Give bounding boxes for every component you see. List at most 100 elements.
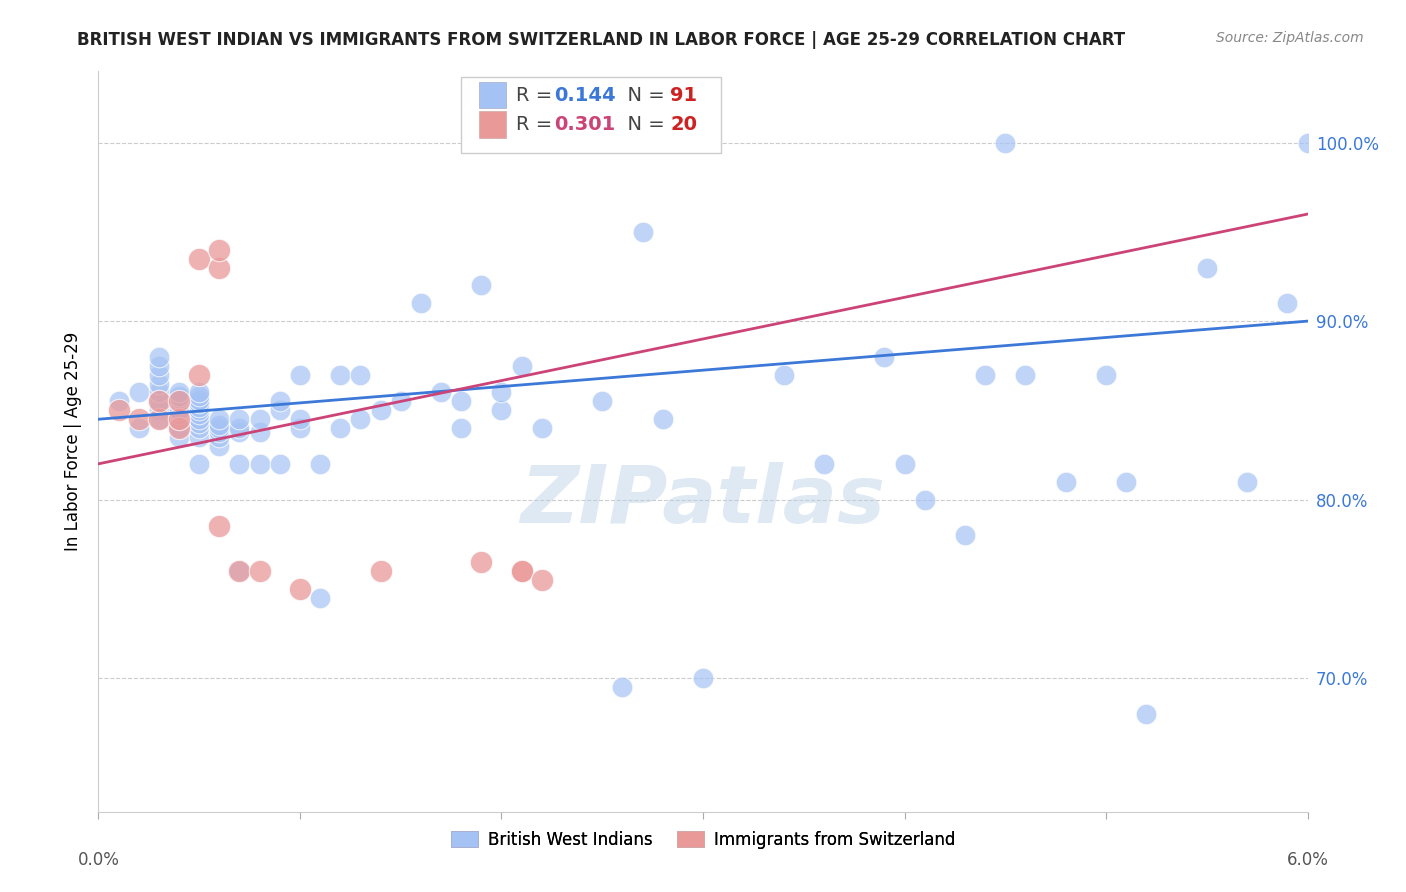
Point <box>228 564 250 578</box>
Point <box>188 457 211 471</box>
Point <box>148 359 170 373</box>
Point <box>329 421 352 435</box>
Point <box>470 278 492 293</box>
Point <box>612 680 634 694</box>
Point <box>249 425 271 439</box>
Point <box>893 457 915 471</box>
Point <box>309 591 332 605</box>
Point <box>167 412 190 426</box>
Text: 91: 91 <box>671 86 697 104</box>
Point <box>208 439 231 453</box>
Point <box>148 403 170 417</box>
Point <box>107 394 129 409</box>
Text: N =: N = <box>614 115 671 134</box>
Point <box>188 412 211 426</box>
Point <box>914 492 936 507</box>
Point <box>409 296 432 310</box>
Point <box>167 430 190 444</box>
Point <box>349 412 371 426</box>
Point <box>167 412 190 426</box>
Point <box>128 421 150 435</box>
Point <box>188 430 211 444</box>
Point <box>208 421 231 435</box>
Point <box>167 421 190 435</box>
Point <box>329 368 352 382</box>
Point <box>208 430 231 444</box>
Point <box>188 385 211 400</box>
Text: 20: 20 <box>671 115 697 134</box>
Point <box>510 564 533 578</box>
Bar <box>479 82 506 108</box>
Point <box>188 407 211 421</box>
Point <box>1277 296 1299 310</box>
Point <box>188 252 211 266</box>
Point <box>249 412 271 426</box>
Point <box>269 403 291 417</box>
Point <box>370 403 392 417</box>
Point <box>1296 136 1319 150</box>
Point <box>370 564 392 578</box>
Point <box>167 407 190 421</box>
Point <box>188 389 211 403</box>
Point <box>167 389 190 403</box>
Legend: British West Indians, Immigrants from Switzerland: British West Indians, Immigrants from Sw… <box>444 824 962 855</box>
Point <box>491 385 513 400</box>
Point <box>953 528 976 542</box>
Point <box>148 412 170 426</box>
Point <box>249 457 271 471</box>
Point <box>167 403 190 417</box>
Text: 6.0%: 6.0% <box>1286 851 1329 869</box>
Point <box>288 582 311 596</box>
Point <box>1014 368 1036 382</box>
Point <box>228 412 250 426</box>
Point <box>873 350 896 364</box>
Point <box>148 412 170 426</box>
Point <box>228 564 250 578</box>
Point <box>974 368 997 382</box>
Text: BRITISH WEST INDIAN VS IMMIGRANTS FROM SWITZERLAND IN LABOR FORCE | AGE 25-29 CO: BRITISH WEST INDIAN VS IMMIGRANTS FROM S… <box>77 31 1125 49</box>
Point <box>167 391 190 405</box>
Point <box>167 421 190 435</box>
Point <box>288 368 311 382</box>
Y-axis label: In Labor Force | Age 25-29: In Labor Force | Age 25-29 <box>63 332 82 551</box>
Point <box>148 385 170 400</box>
Point <box>167 385 190 400</box>
Point <box>249 564 271 578</box>
Point <box>994 136 1017 150</box>
Point <box>148 368 170 382</box>
Point <box>389 394 412 409</box>
Point <box>148 376 170 391</box>
Point <box>188 403 211 417</box>
Point <box>148 350 170 364</box>
Point <box>107 403 129 417</box>
Point <box>631 225 654 239</box>
Text: 0.0%: 0.0% <box>77 851 120 869</box>
Point <box>1135 706 1157 721</box>
Point <box>692 671 714 685</box>
Point <box>188 421 211 435</box>
Point <box>288 412 311 426</box>
Point <box>491 403 513 417</box>
Point <box>208 519 231 533</box>
Point <box>510 564 533 578</box>
Point <box>450 394 472 409</box>
Point <box>128 412 150 426</box>
Text: R =: R = <box>516 86 558 104</box>
Point <box>530 421 553 435</box>
Point <box>530 573 553 587</box>
Point <box>1236 475 1258 489</box>
Text: N =: N = <box>614 86 671 104</box>
Point <box>651 412 673 426</box>
Point <box>148 394 170 409</box>
Text: 0.301: 0.301 <box>554 115 616 134</box>
Point <box>470 555 492 569</box>
Point <box>188 396 211 410</box>
Point <box>208 260 231 275</box>
Point <box>208 417 231 432</box>
Point <box>269 394 291 409</box>
Point <box>1115 475 1137 489</box>
Point <box>188 368 211 382</box>
Point <box>167 394 190 409</box>
Point <box>228 425 250 439</box>
Point <box>188 400 211 414</box>
